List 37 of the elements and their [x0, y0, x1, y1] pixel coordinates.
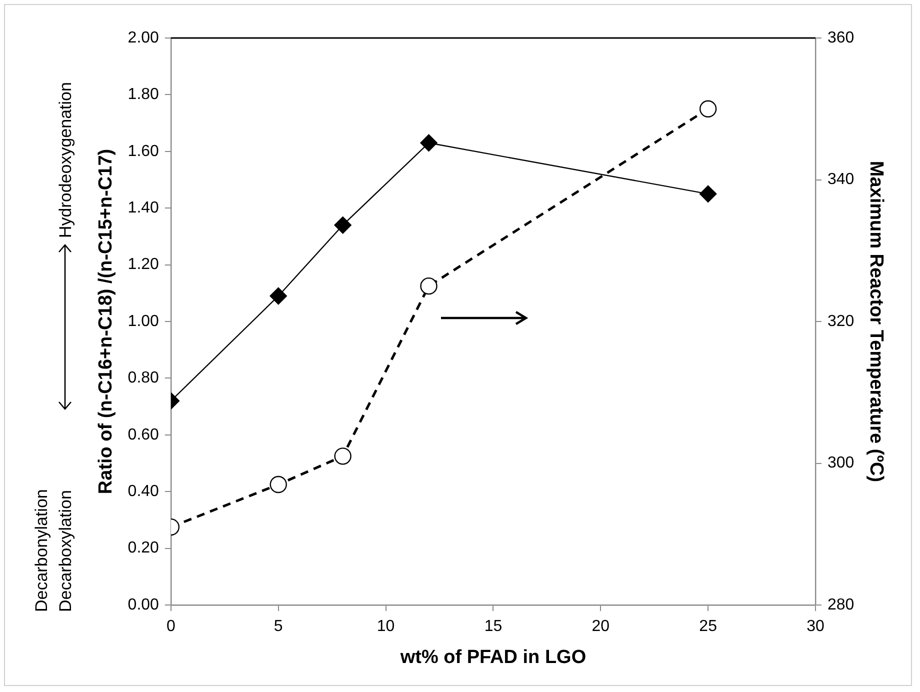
- point: [420, 134, 438, 152]
- point: [270, 476, 287, 494]
- y2-tick-label: 300: [828, 454, 854, 472]
- x-tick-label: 30: [806, 618, 825, 636]
- y-axis-title: Ratio of (n-C16+n-C18) /(n-C15+n-C17): [96, 148, 117, 494]
- x-tick-label: 0: [166, 618, 176, 636]
- x-axis-title: wt% of PFAD in LGO: [399, 646, 586, 668]
- x-tick-label: 15: [484, 618, 502, 636]
- x-tick-label: 5: [274, 618, 283, 636]
- y-tick-label: 1.20: [128, 256, 160, 274]
- point: [699, 100, 717, 118]
- x-tick-label: 20: [592, 618, 610, 636]
- y2-axis-title: Maximum Reactor Temperature (ºC): [865, 160, 886, 482]
- text: Decarboxylation: [56, 490, 76, 612]
- y2-tick-label: 360: [828, 29, 854, 46]
- y-tick-label: 1.60: [128, 142, 160, 160]
- text: Hydrodeoxygenation: [56, 82, 76, 238]
- point: [334, 216, 352, 234]
- point: [420, 277, 438, 295]
- point: [270, 287, 287, 305]
- y-tick-label: 0.40: [128, 483, 160, 500]
- y-tick-label: 0.20: [128, 540, 160, 557]
- y2-tick-label: 340: [828, 171, 854, 188]
- text: Decarbonylation: [32, 489, 52, 612]
- y2-tick-label: 320: [828, 312, 854, 330]
- y-tick-label: 0.80: [128, 370, 160, 387]
- x-tick-label: 10: [376, 618, 395, 636]
- y-tick-label: 1.80: [128, 86, 160, 104]
- point: [334, 448, 352, 465]
- y-tick-label: 1.00: [128, 312, 160, 330]
- y-tick-label: 1.40: [128, 200, 160, 217]
- y2-tick-label: 280: [828, 596, 854, 614]
- point: [699, 185, 717, 203]
- y-tick-label: 2.00: [128, 29, 160, 46]
- x-tick-label: 25: [699, 618, 718, 636]
- y-tick-label: 0.00: [128, 596, 160, 614]
- y-tick-label: 0.60: [128, 426, 160, 444]
